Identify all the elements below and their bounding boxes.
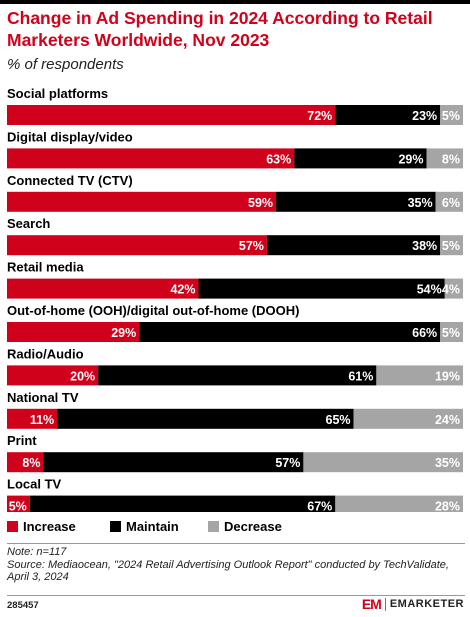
value-label-decrease-local-tv: 28% — [435, 500, 460, 512]
bar-maintain-digital-display-video — [294, 148, 427, 169]
value-label-increase-retail-media: 42% — [170, 283, 195, 297]
bar-increase-radio-audio — [7, 365, 99, 386]
bar-decrease-national-tv — [353, 408, 463, 429]
bar-increase-print — [7, 452, 44, 473]
value-label-maintain-print: 57% — [275, 456, 300, 470]
bar-decrease-digital-display-video — [426, 148, 463, 169]
category-label-radio-audio: Radio/Audio — [7, 346, 84, 361]
value-label-increase-digital-display-video: 63% — [266, 152, 291, 166]
footer-divider — [7, 595, 465, 596]
bar-decrease-print — [303, 452, 463, 473]
legend-item-maintain: Maintain — [110, 519, 179, 534]
value-label-increase-social-platforms: 72% — [307, 109, 332, 123]
value-label-increase-local-tv: 5% — [9, 500, 27, 512]
bar-maintain-local-tv — [29, 495, 336, 512]
stacked-bar-chart: Social platforms 72% 23% 5% Digital display/… — [7, 86, 463, 512]
value-label-decrease-print: 35% — [435, 456, 460, 470]
value-label-maintain-out-of-home-ooh-digital-out-of-home-dooh: 66% — [412, 326, 437, 340]
brand-separator — [384, 597, 386, 611]
notes-divider — [7, 543, 465, 544]
legend-label-maintain: Maintain — [126, 519, 179, 534]
value-label-increase-connected-tv-ctv: 59% — [248, 196, 273, 210]
bar-maintain-national-tv — [57, 408, 354, 429]
top-rule — [0, 0, 470, 4]
value-label-decrease-national-tv: 24% — [435, 413, 460, 427]
bar-maintain-connected-tv-ctv — [276, 191, 436, 212]
bar-decrease-local-tv — [335, 495, 463, 512]
value-label-decrease-search: 5% — [442, 239, 460, 253]
value-label-increase-national-tv: 11% — [30, 413, 54, 427]
bar-maintain-social-platforms — [335, 105, 441, 125]
category-label-connected-tv-ctv: Connected TV (CTV) — [7, 173, 133, 188]
chart-subtitle: % of respondents — [7, 56, 124, 73]
bar-increase-national-tv — [7, 408, 58, 429]
value-label-decrease-social-platforms: 5% — [442, 109, 460, 123]
value-label-maintain-local-tv: 67% — [307, 500, 332, 512]
value-label-maintain-retail-media: 54% — [417, 283, 442, 297]
em-logo-icon: EM — [361, 596, 382, 612]
bar-maintain-radio-audio — [98, 365, 377, 386]
legend-swatch-maintain — [110, 521, 121, 532]
legend-swatch-increase — [7, 521, 18, 532]
bar-maintain-print — [43, 452, 304, 473]
value-label-increase-out-of-home-ooh-digital-out-of-home-dooh: 29% — [111, 326, 136, 340]
bar-increase-local-tv — [7, 495, 30, 512]
value-label-decrease-digital-display-video: 8% — [442, 152, 460, 166]
value-label-decrease-radio-audio: 19% — [435, 369, 460, 383]
category-label-print: Print — [7, 433, 37, 448]
legend-item-decrease: Decrease — [208, 519, 282, 534]
bar-decrease-search — [440, 235, 463, 256]
bar-decrease-radio-audio — [376, 365, 463, 386]
bar-maintain-retail-media — [198, 278, 445, 299]
note-text: Note: n=117 — [7, 546, 67, 558]
bar-increase-search — [7, 235, 267, 256]
chart-title: Change in Ad Spending in 2024 According … — [7, 8, 433, 50]
value-label-decrease-retail-media: 4% — [442, 283, 460, 297]
brand-name: EMARKETER — [389, 598, 464, 610]
notes: Note: n=117 Source: Mediaocean, "2024 Re… — [7, 546, 465, 584]
value-label-increase-print: 8% — [22, 456, 40, 470]
value-label-maintain-search: 38% — [412, 239, 437, 253]
category-label-retail-media: Retail media — [7, 260, 84, 275]
value-label-maintain-social-platforms: 23% — [412, 109, 437, 123]
bar-maintain-search — [266, 235, 441, 256]
category-label-local-tv: Local TV — [7, 477, 62, 492]
category-label-out-of-home-ooh-digital-out-of-home-dooh: Out-of-home (OOH)/digital out-of-home (D… — [7, 303, 299, 318]
bar-increase-retail-media — [7, 278, 199, 299]
category-label-digital-display-video: Digital display/video — [7, 129, 133, 144]
bar-increase-digital-display-video — [7, 148, 295, 169]
value-label-decrease-connected-tv-ctv: 6% — [442, 196, 460, 210]
category-label-social-platforms: Social platforms — [7, 86, 108, 101]
value-label-increase-radio-audio: 20% — [70, 369, 95, 383]
bar-maintain-out-of-home-ooh-digital-out-of-home-dooh — [139, 322, 441, 342]
legend-label-decrease: Decrease — [224, 519, 282, 534]
category-label-search: Search — [7, 216, 50, 231]
legend-item-increase: Increase — [7, 519, 76, 534]
bar-decrease-connected-tv-ctv — [435, 191, 463, 212]
value-label-decrease-out-of-home-ooh-digital-out-of-home-dooh: 5% — [442, 326, 460, 340]
value-label-maintain-radio-audio: 61% — [348, 369, 373, 383]
bar-increase-social-platforms — [7, 105, 336, 125]
bar-increase-out-of-home-ooh-digital-out-of-home-dooh — [7, 322, 140, 342]
bar-decrease-retail-media — [444, 278, 463, 299]
legend-swatch-decrease — [208, 521, 219, 532]
value-label-increase-search: 57% — [239, 239, 264, 253]
bar-increase-connected-tv-ctv — [7, 191, 277, 212]
category-label-national-tv: National TV — [7, 390, 79, 405]
value-label-maintain-connected-tv-ctv: 35% — [408, 196, 433, 210]
bar-decrease-out-of-home-ooh-digital-out-of-home-dooh — [440, 322, 463, 342]
chart-id: 285457 — [7, 600, 39, 611]
brand-logo: EM EMARKETER — [362, 596, 464, 612]
value-label-maintain-digital-display-video: 29% — [398, 152, 423, 166]
value-label-maintain-national-tv: 65% — [326, 413, 351, 427]
source-text: Source: Mediaocean, "2024 Retail Adverti… — [7, 558, 449, 584]
bar-decrease-social-platforms — [440, 105, 463, 125]
legend-label-increase: Increase — [23, 519, 76, 534]
